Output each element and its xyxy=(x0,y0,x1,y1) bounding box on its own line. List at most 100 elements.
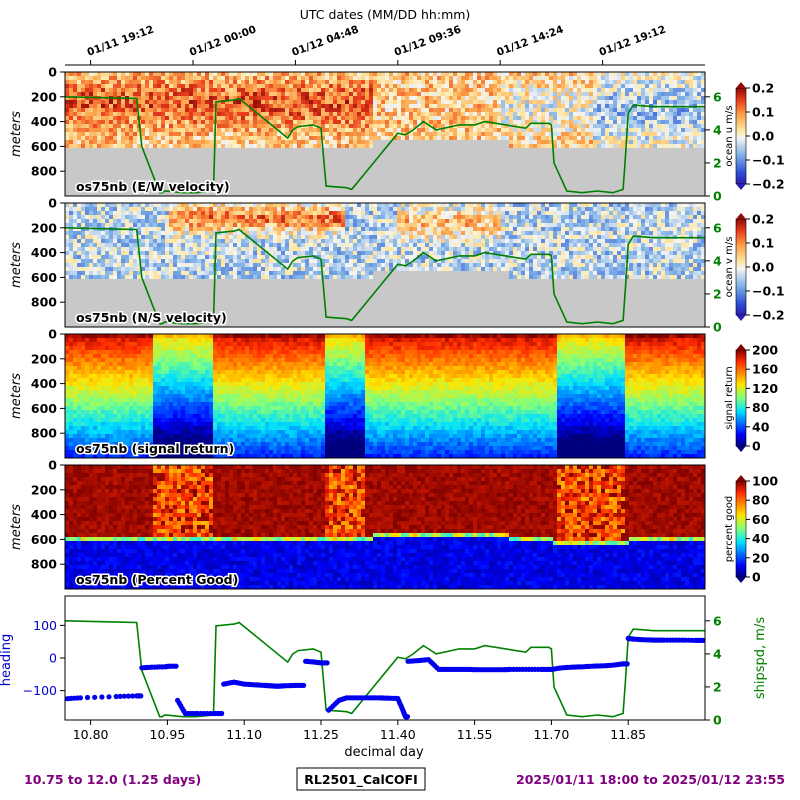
heatmap-cell xyxy=(97,88,102,93)
heatmap-cell xyxy=(217,136,222,141)
heatmap-cell xyxy=(89,148,94,153)
heatmap-cell xyxy=(557,124,562,129)
heatmap-cell xyxy=(613,176,618,181)
heatmap-cell xyxy=(217,112,222,117)
heatmap-cell xyxy=(229,104,234,109)
heatmap-cell xyxy=(509,104,514,109)
heatmap-cell xyxy=(405,136,410,141)
heatmap-cell xyxy=(541,172,546,177)
heatmap-cell xyxy=(685,128,690,133)
heatmap-cell xyxy=(669,192,674,196)
heatmap-cell xyxy=(397,180,402,185)
heatmap-cell xyxy=(225,100,230,105)
heatmap-cell xyxy=(345,104,350,109)
heatmap-cell xyxy=(481,140,486,145)
heatmap-cell xyxy=(113,168,118,173)
heatmap-cell xyxy=(193,88,198,93)
heatmap-cell xyxy=(185,116,190,121)
heatmap-cell xyxy=(609,164,614,169)
heatmap-cell xyxy=(109,152,114,157)
heatmap-cell xyxy=(381,116,386,121)
heatmap-cell xyxy=(609,72,614,77)
heatmap-cell xyxy=(221,88,226,93)
heatmap-cell xyxy=(281,80,286,85)
heatmap-cell xyxy=(497,184,502,189)
heatmap-cell xyxy=(593,188,598,193)
heatmap-cell xyxy=(701,148,705,153)
heatmap-cell xyxy=(533,100,538,105)
heatmap-cell xyxy=(377,132,382,137)
heatmap-cell xyxy=(85,152,90,157)
heatmap-cell xyxy=(553,100,558,105)
heatmap-cell xyxy=(605,112,610,117)
heatmap-cell xyxy=(465,160,470,165)
heatmap-cell xyxy=(557,152,562,157)
heatmap-cell xyxy=(393,172,398,177)
heatmap-cell xyxy=(517,112,522,117)
heatmap-cell xyxy=(593,132,598,137)
heatmap-cell xyxy=(361,104,366,109)
heatmap-cell xyxy=(293,124,298,129)
heatmap-cell xyxy=(661,120,666,125)
heatmap-cell xyxy=(117,136,122,141)
heatmap-cell xyxy=(109,112,114,117)
heatmap-cell xyxy=(265,184,270,189)
heatmap-cell xyxy=(213,80,218,85)
heatmap-cell xyxy=(113,100,118,105)
heatmap-cell xyxy=(257,80,262,85)
heatmap-cell xyxy=(641,180,646,185)
heatmap-cell xyxy=(349,104,354,109)
heatmap-cell xyxy=(357,180,362,185)
heatmap-cell xyxy=(233,164,238,169)
heatmap-cell xyxy=(517,152,522,157)
heatmap-cell xyxy=(69,88,74,93)
heatmap-cell xyxy=(593,148,598,153)
heatmap-cell xyxy=(469,140,474,145)
heatmap-cell xyxy=(541,176,546,181)
heatmap-cell xyxy=(541,108,546,113)
heatmap-cell xyxy=(477,120,482,125)
heatmap-cell xyxy=(517,76,522,81)
heatmap-cell xyxy=(353,100,358,105)
heatmap-cell xyxy=(293,180,298,185)
heatmap-cell xyxy=(525,136,530,141)
heatmap-cell xyxy=(621,96,626,101)
heatmap-cell xyxy=(233,76,238,81)
heatmap-cell xyxy=(685,168,690,173)
heatmap-cell xyxy=(481,96,486,101)
heatmap-cell xyxy=(405,140,410,145)
heatmap-cell xyxy=(389,152,394,157)
heatmap-cell xyxy=(225,160,230,165)
heatmap-cell xyxy=(645,96,650,101)
heatmap-cell xyxy=(209,108,214,113)
heatmap-cell xyxy=(177,184,182,189)
heatmap-cell xyxy=(113,172,118,177)
heatmap-cell xyxy=(357,96,362,101)
heatmap-cell xyxy=(297,108,302,113)
heatmap-cell xyxy=(121,76,126,81)
heatmap-cell xyxy=(417,104,422,109)
heatmap-cell xyxy=(157,172,162,177)
heatmap-cell xyxy=(369,124,374,129)
heatmap-cell xyxy=(525,188,530,193)
heatmap-cell xyxy=(637,156,642,161)
heatmap-cell xyxy=(517,164,522,169)
heatmap-cell xyxy=(65,136,70,141)
heatmap-cell xyxy=(545,124,550,129)
heatmap-cell xyxy=(65,120,70,125)
heatmap-cell xyxy=(581,152,586,157)
heatmap-cell xyxy=(297,140,302,145)
heatmap-cell xyxy=(349,164,354,169)
heatmap-cell xyxy=(601,164,606,169)
heatmap-cell xyxy=(497,128,502,133)
heatmap-cell xyxy=(85,172,90,177)
heatmap-cell xyxy=(521,76,526,81)
heatmap-cell xyxy=(429,100,434,105)
top-axis-title: UTC dates (MM/DD hh:mm) xyxy=(300,7,471,22)
heatmap-cell xyxy=(629,152,634,157)
heatmap-cell xyxy=(697,108,702,113)
heatmap-cell xyxy=(205,72,210,77)
heatmap-cell xyxy=(537,104,542,109)
heatmap-cell xyxy=(141,92,146,97)
heatmap-cell xyxy=(65,140,70,145)
